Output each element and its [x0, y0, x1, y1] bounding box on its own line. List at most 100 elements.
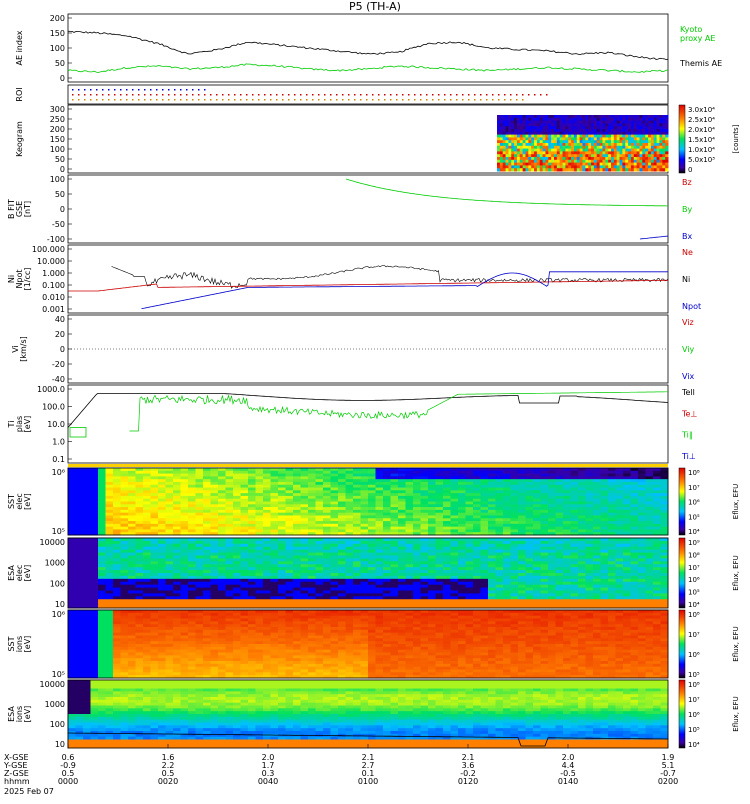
keogram-cell [651, 168, 654, 171]
spectrogram-cell [368, 558, 376, 561]
spectrogram-cell [151, 567, 159, 570]
colorbar-tick-label: 10⁷ [688, 484, 700, 492]
spectrogram-cell [128, 602, 136, 605]
spectrogram-cell [308, 579, 316, 582]
spectrogram-cell [398, 582, 406, 585]
spectrogram-cell [136, 596, 144, 599]
spectrogram-cell [188, 576, 196, 579]
spectrogram-cell [128, 576, 136, 579]
spectrogram-cell [473, 579, 481, 582]
spectrogram-cell [533, 588, 541, 591]
spectrogram-cell [466, 538, 474, 541]
spectrogram-cell [488, 591, 496, 594]
spectrogram-cell [278, 553, 286, 556]
spectrogram-cell [286, 564, 294, 567]
spectrogram-cell [488, 570, 496, 573]
spectrogram-cell [98, 593, 106, 596]
spectrogram-cell [316, 567, 324, 570]
spectrogram-cell [211, 564, 219, 567]
roi-dot [390, 99, 392, 101]
spectrogram-cell [233, 556, 241, 559]
spectrogram-cell [271, 561, 279, 564]
spectrogram-cell [451, 582, 459, 585]
keogram-cell [585, 168, 588, 171]
spectrogram-cell [166, 553, 174, 556]
spectrogram-cell [241, 570, 249, 573]
spectrogram-cell [503, 596, 511, 599]
spectrogram-cell [121, 596, 129, 599]
spectrogram-cell [466, 602, 474, 605]
roi-dot [108, 89, 110, 91]
roi-dot [84, 94, 86, 96]
spectrogram-cell [113, 556, 121, 559]
spectrogram-cell [301, 567, 309, 570]
spectrogram-cell [308, 599, 316, 602]
roi-dot [276, 94, 278, 96]
spectrogram-cell [113, 576, 121, 579]
spectrogram-cell [158, 588, 166, 591]
spectrogram-cell [121, 553, 129, 556]
roi-dot [210, 99, 212, 101]
spectrogram-cell [128, 570, 136, 573]
spectrogram-cell [166, 591, 174, 594]
colorbar [679, 468, 685, 535]
spectrogram-cell [511, 593, 519, 596]
spectrogram-cell [136, 588, 144, 591]
spectrogram-cell [196, 585, 204, 588]
spectrogram-cell [436, 602, 444, 605]
spectrogram-cell [256, 602, 264, 605]
roi-dot [174, 99, 176, 101]
spectrogram-cell [151, 596, 159, 599]
spectrogram-cell [428, 593, 436, 596]
spectrogram-cell [353, 547, 361, 550]
spectrogram-cell [136, 564, 144, 567]
spectrogram-cell [443, 541, 451, 544]
spectrogram-cell [166, 538, 174, 541]
spectrogram-cell [458, 602, 466, 605]
y-tick-label: 200 [50, 125, 65, 134]
spectrogram-cell [233, 596, 241, 599]
spectrogram-cell [83, 593, 91, 596]
spectrogram-cell [121, 550, 129, 553]
colorbar-tick-label: 3.0x10⁴ [688, 106, 715, 114]
spectrogram-cell [143, 593, 151, 596]
spectrogram-cell [428, 570, 436, 573]
spectrogram-cell [391, 541, 399, 544]
spectrogram-cell [406, 553, 414, 556]
spectrogram-cell [83, 553, 91, 556]
spectrogram-cell [368, 582, 376, 585]
roi-dot [114, 99, 116, 101]
spectrogram-cell [121, 602, 129, 605]
spectrogram-cell [533, 567, 541, 570]
spectrogram-cell [128, 579, 136, 582]
spectrogram-cell [226, 588, 234, 591]
spectrogram-cell [248, 564, 256, 567]
roi-dot [270, 94, 272, 96]
spectrogram-cell [421, 585, 429, 588]
spectrogram-cell [481, 541, 489, 544]
spectrogram-cell [331, 579, 339, 582]
spectrogram-cell [391, 570, 399, 573]
spectrogram-cell [106, 573, 114, 576]
y-tick-label: 0.1 [52, 455, 65, 464]
spectrogram-cell [278, 591, 286, 594]
spectrogram-cell [196, 596, 204, 599]
spectrogram-cell [256, 579, 264, 582]
spectrogram-cell [458, 585, 466, 588]
spectrogram-cell [421, 538, 429, 541]
spectrogram-cell [233, 567, 241, 570]
roi-dot [186, 99, 188, 101]
spectrogram-cell [361, 579, 369, 582]
spectrogram-cell [188, 541, 196, 544]
spectrogram-cell [98, 596, 106, 599]
spectrogram-cell [68, 588, 76, 591]
spectrogram-cell [196, 556, 204, 559]
y-axis-label: [eV] [23, 416, 32, 433]
spectrogram-cell [301, 538, 309, 541]
spectrogram-cell [218, 582, 226, 585]
spectrogram-cell [526, 553, 534, 556]
ae-frame [68, 14, 668, 82]
spectrogram-cell [121, 576, 129, 579]
roi-dot [180, 99, 182, 101]
spectrogram-cell [91, 550, 99, 553]
